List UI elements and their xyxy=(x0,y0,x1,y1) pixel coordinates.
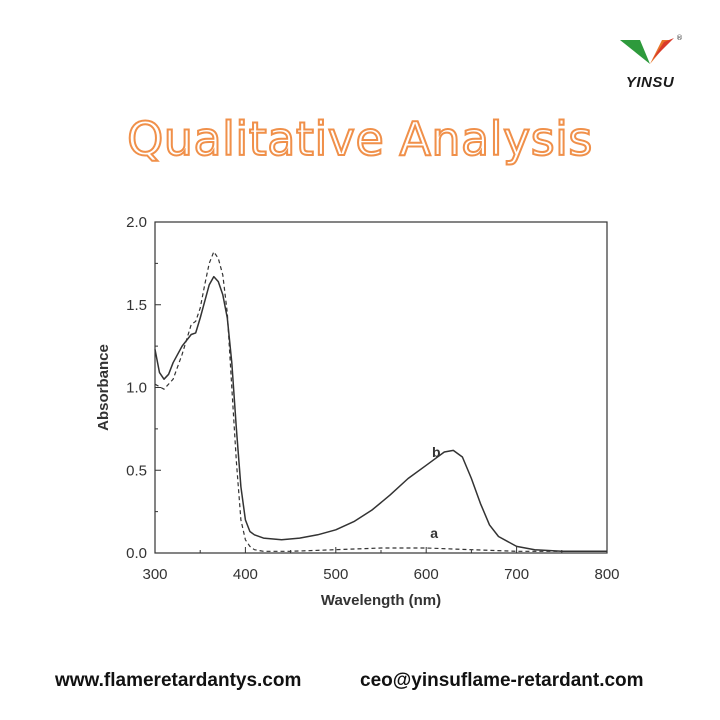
x-tick-label: 400 xyxy=(233,566,258,583)
x-tick-label: 300 xyxy=(142,566,167,583)
series-line-a xyxy=(154,251,607,552)
series-label-b: b xyxy=(432,444,441,460)
logo-green-wing-icon xyxy=(620,40,650,64)
website-link[interactable]: www.flameretardantys.com xyxy=(55,670,302,691)
y-axis-label: Absorbance xyxy=(95,344,112,431)
series-line-b xyxy=(154,275,607,553)
y-tick-label: 1.0 xyxy=(126,380,147,397)
x-axis-label: Wavelength (nm) xyxy=(321,592,441,609)
x-tick-label: 600 xyxy=(414,566,439,583)
page-title: Qualitative Analysis xyxy=(126,111,593,167)
logo-red-stroke-icon xyxy=(652,38,674,60)
tick-group: 300 400 500 600 700 800 0.0 0.5 1.0 1.5 2.0 xyxy=(126,214,619,583)
y-tick-label: 0.5 xyxy=(126,462,147,479)
series-group: ab xyxy=(154,251,607,553)
x-tick-label: 800 xyxy=(594,566,619,583)
email-link[interactable]: ceo@yinsuflame-retardant.com xyxy=(360,670,644,691)
y-tick-label: 2.0 xyxy=(126,214,147,231)
x-tick-label: 500 xyxy=(323,566,348,583)
y-tick-label: 1.5 xyxy=(126,297,147,314)
y-tick-label: 0.0 xyxy=(126,545,147,562)
logo-mark-icon: ® xyxy=(620,34,683,64)
registered-mark: ® xyxy=(676,34,683,42)
x-tick-label: 700 xyxy=(504,566,529,583)
brand-name: YINSU xyxy=(625,74,675,91)
series-label-a: a xyxy=(430,525,438,541)
yinsu-logo: ® YINSU xyxy=(610,30,690,92)
